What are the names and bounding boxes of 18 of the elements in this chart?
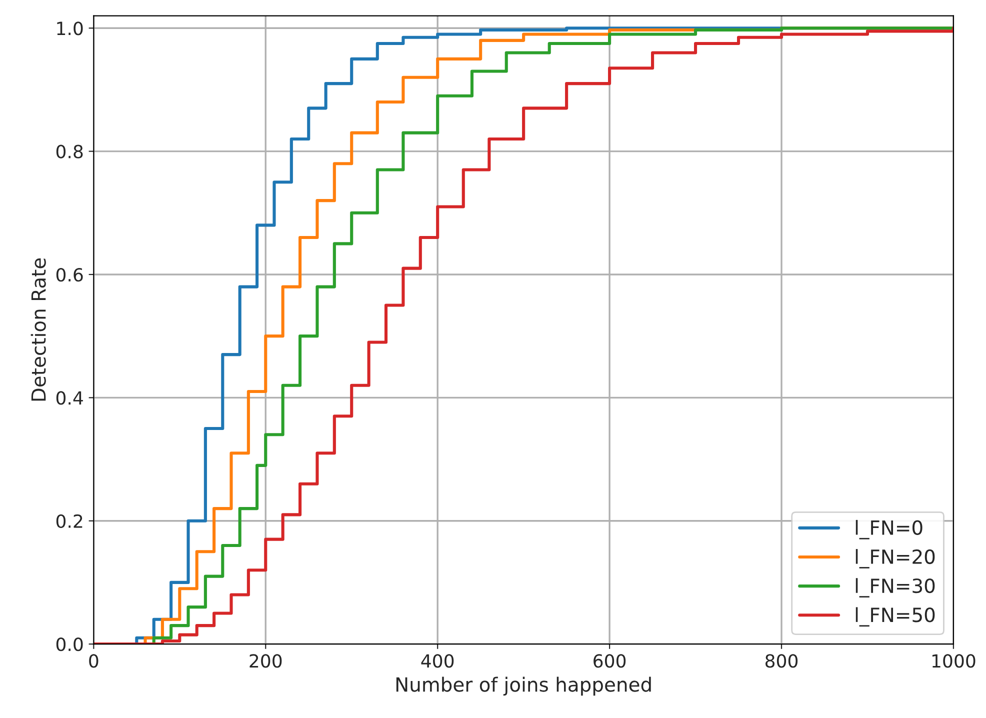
x-tick-label: 200 [250,654,282,668]
y-axis-title: Detection Rate [30,258,46,401]
legend-label: l_FN=50 [856,607,935,627]
y-tick-label: 0.8 [56,144,83,158]
x-tick-label: 600 [594,654,626,668]
y-tick-label: 0.2 [56,514,82,528]
legend-label: l_FN=20 [856,549,935,568]
x-tick-label: 400 [421,654,454,668]
y-tick-label: 0.0 [56,638,83,652]
x-tick-label: 0 [89,654,98,668]
legend-label: l_FN=0 [856,520,922,540]
x-axis-title: Number of joins happened [396,676,651,696]
y-tick-label: 0.6 [56,268,83,282]
y-tick-label: 0.4 [56,391,83,405]
y-tick-label: 1.0 [57,22,83,36]
x-tick-label: 1000 [932,654,976,668]
x-tick-label: 800 [765,654,798,668]
legend-label: l_FN=30 [856,578,935,598]
